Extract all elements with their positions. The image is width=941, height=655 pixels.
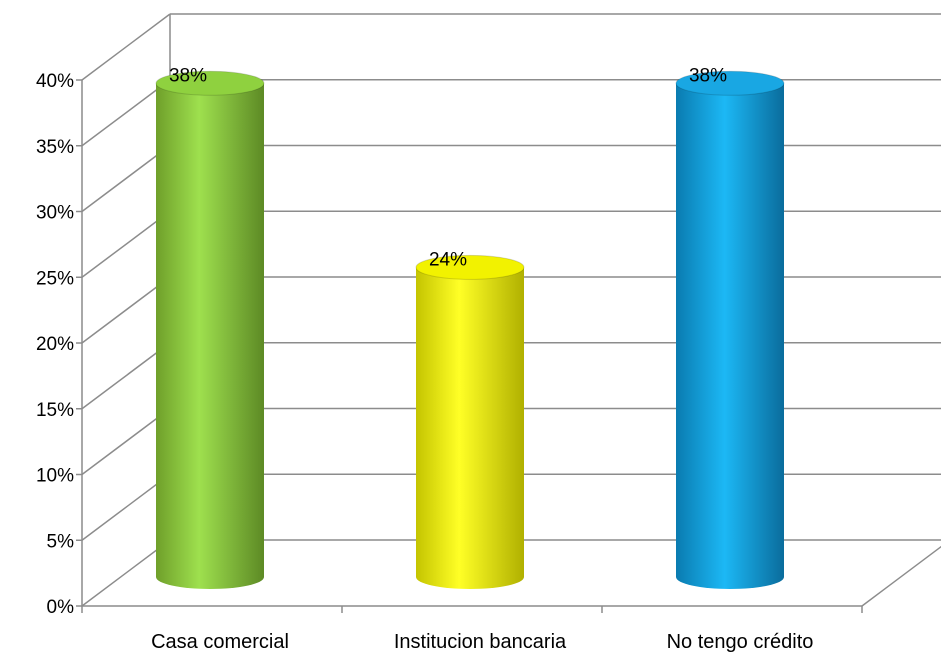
axes xyxy=(76,79,941,613)
bar-3 xyxy=(675,70,785,590)
gridline-side xyxy=(81,144,171,213)
bar-top xyxy=(415,254,525,280)
x-category-label: Institucion bancaria xyxy=(394,631,567,653)
bar-2 xyxy=(415,254,525,589)
bar-body xyxy=(676,83,784,590)
bar-body xyxy=(416,267,524,589)
gridline-side xyxy=(81,342,171,410)
data-labels: 38% 24% 38% xyxy=(169,65,727,270)
gridline-side xyxy=(81,13,171,81)
y-axis-tick-labels: 0% 5% 10% 15% 20% 25% 30% 35% 40% xyxy=(36,71,74,618)
y-tick-label: 15% xyxy=(36,400,74,421)
y-tick-label: 25% xyxy=(36,268,74,289)
x-axis-category-labels: Casa comercial Institucion bancaria No ten… xyxy=(151,631,813,653)
gridline-side xyxy=(81,79,171,147)
bar-body xyxy=(156,83,264,590)
data-label: 24% xyxy=(429,249,467,270)
gridline-side xyxy=(81,473,171,541)
bar-top xyxy=(155,70,265,96)
bar-top xyxy=(675,70,785,96)
y-tick-label: 35% xyxy=(36,137,74,158)
gridline-side xyxy=(81,276,171,344)
x-category-label: No tengo crédito xyxy=(667,631,814,653)
bar-1 xyxy=(155,70,265,590)
y-tick-label: 40% xyxy=(36,71,74,92)
gridline-side xyxy=(81,407,171,476)
x-category-label: Casa comercial xyxy=(151,631,289,653)
bars xyxy=(155,70,785,590)
gridlines xyxy=(81,13,941,607)
y-tick-label: 10% xyxy=(36,466,74,487)
gridline-side xyxy=(81,210,171,278)
y-tick-label: 20% xyxy=(36,334,74,355)
y-tick-label: 0% xyxy=(47,597,75,618)
y-tick-label: 30% xyxy=(36,203,74,224)
data-label: 38% xyxy=(169,65,207,86)
floor-right-edge xyxy=(861,545,941,607)
data-label: 38% xyxy=(689,65,727,86)
y-tick-label: 5% xyxy=(47,531,75,552)
gridline-side xyxy=(81,539,171,607)
